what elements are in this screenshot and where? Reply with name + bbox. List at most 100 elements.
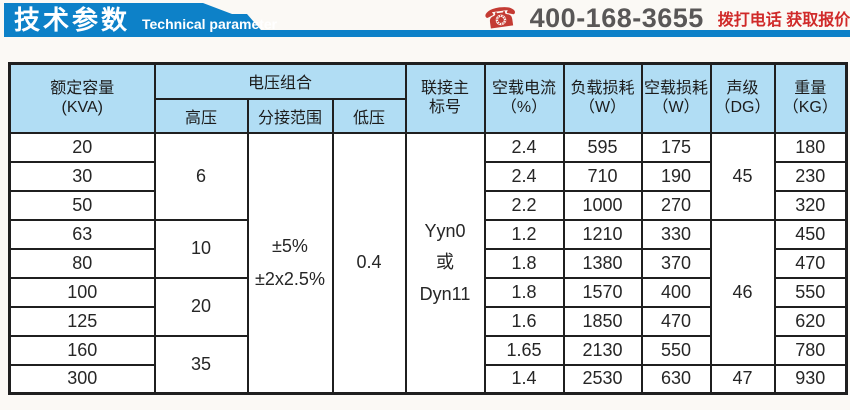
contact-bar: ☎ 400-168-3655 拨打电话 获取报价! [482,1,850,35]
tap-range-line1: ±5% [272,236,308,257]
banner-main-shape [4,14,267,37]
tap-range-cell: ±5% ±2x2.5% [246,131,334,395]
table-row: 50 2.2 1000 270 320 [8,189,848,221]
spec-table: 额定容量 (KVA) 电压组合 联接主 标号 空载电流 （%） 负载损耗 （W） [8,62,849,395]
noload-loss-cell: 470 [640,305,712,337]
col-header-sound-level-line1: 声级 [726,80,759,98]
header-row-1: 额定容量 (KVA) 电压组合 联接主 标号 空载电流 （%） 负载损耗 （W） [8,62,848,134]
col-header-capacity-line1: 额定容量 [50,80,115,98]
weight-cell: 230 [773,160,848,192]
table-row: 160 35 1.65 2130 550 780 [8,334,848,395]
weight-cell: 930 [773,363,848,395]
weight-cell: 320 [773,189,848,221]
col-header-noload-current-line2: （%） [500,99,548,117]
col-header-load-loss-line1: 负载损耗 [570,80,635,98]
tap-range-line2: ±2x2.5% [255,268,325,289]
current-cell: 1.6 [483,305,565,337]
col-header-hv: 高压 [153,97,249,134]
load-loss-cell: 710 [562,160,643,192]
noload-loss-cell: 550 [640,334,712,366]
col-header-noload-loss-line2: （W） [652,99,700,117]
kva-cell: 160 [8,334,156,366]
hv-cell: 6 [153,131,249,221]
col-header-noload-current-line1: 空载电流 [492,80,557,98]
load-loss-cell: 1850 [562,305,643,337]
noload-loss-cell: 190 [640,160,712,192]
col-header-capacity-line2: (KVA) [61,99,103,117]
col-header-sound-level: 声级 （DG） [709,62,776,134]
load-loss-cell: 1000 [562,189,643,221]
table-row: 20 6 ±5% ±2x2.5% 0.4 Yyn0 或 Dyn11 2.4 59… [8,131,848,395]
col-header-voltage-combo: 电压组合 [153,62,407,100]
table-row: 300 1.4 2530 630 47 930 [8,363,848,395]
table-row: 100 20 1.8 1570 400 550 [8,276,848,337]
connection-line2: 或 [436,252,455,272]
col-header-connection-line2: 标号 [429,99,462,117]
weight-cell: 450 [773,218,848,250]
current-cell: 2.4 [483,131,565,163]
hv-cell: 20 [153,276,249,337]
sound-level-cell: 45 [709,131,776,221]
kva-cell: 80 [8,247,156,279]
current-cell: 1.4 [483,363,565,395]
page-subtitle: Technical parameter [142,16,278,32]
col-header-connection: 联接主 标号 [404,62,486,134]
load-loss-cell: 2130 [562,334,643,366]
hv-cell: 35 [153,334,249,395]
current-cell: 1.65 [483,334,565,366]
current-cell: 2.4 [483,160,565,192]
load-loss-cell: 1570 [562,276,643,308]
table-row: 80 1.8 1380 370 470 [8,247,848,279]
col-header-weight: 重量 （KG） [773,62,848,134]
col-header-connection-line1: 联接主 [421,80,470,98]
kva-cell: 125 [8,305,156,337]
load-loss-cell: 595 [562,131,643,163]
connection-line3: Dyn11 [419,283,471,304]
hv-cell: 10 [153,218,249,279]
load-loss-cell: 2530 [562,363,643,395]
phone-number[interactable]: 400-168-3655 [529,2,704,33]
col-header-load-loss-line2: （W） [578,99,627,117]
kva-cell: 20 [8,131,156,163]
weight-cell: 470 [773,247,848,279]
table-row: 30 2.4 710 190 230 [8,160,848,192]
weight-cell: 780 [773,334,848,366]
weight-cell: 620 [773,305,848,337]
col-header-lv: 低压 [331,97,407,134]
call-cta-text[interactable]: 拨打电话 获取报价! [717,12,850,29]
col-header-load-loss: 负载损耗 （W） [562,62,643,134]
noload-loss-cell: 330 [640,218,712,250]
current-cell: 2.2 [483,189,565,221]
col-header-noload-current: 空载电流 （%） [483,62,565,134]
sound-level-cell: 47 [709,363,776,395]
kva-cell: 63 [8,218,156,250]
noload-loss-cell: 270 [640,189,712,221]
noload-loss-cell: 630 [640,363,712,395]
noload-loss-cell: 370 [640,247,712,279]
kva-cell: 300 [8,363,156,395]
page-title: 技术参数 [14,5,131,35]
col-header-weight-line2: （KG） [782,99,838,117]
col-header-capacity: 额定容量 (KVA) [8,62,156,134]
banner-top-strip [4,3,232,14]
kva-cell: 100 [8,276,156,308]
current-cell: 1.8 [483,247,565,279]
lv-cell: 0.4 [331,131,407,395]
sound-level-cell: 46 [709,218,776,366]
connection-line1: Yyn0 [424,220,466,241]
load-loss-cell: 1210 [562,218,643,250]
banner-rule-line [258,30,850,37]
noload-loss-cell: 400 [640,276,712,308]
col-header-tap-range: 分接范围 [246,97,334,134]
load-loss-cell: 1380 [562,247,643,279]
noload-loss-cell: 175 [640,131,712,163]
current-cell: 1.2 [483,218,565,250]
banner-ribbon [4,3,850,37]
kva-cell: 50 [8,189,156,221]
connection-cell: Yyn0 或 Dyn11 [404,131,486,395]
weight-cell: 180 [773,131,848,163]
col-header-noload-loss: 空载损耗 （W） [640,62,712,134]
header-row-2: 高压 分接范围 低压 [10,97,847,134]
col-header-sound-level-line2: （DG） [714,99,771,117]
